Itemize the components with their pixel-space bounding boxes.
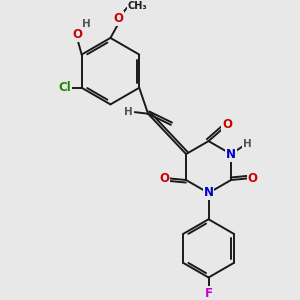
- Text: CH₃: CH₃: [128, 1, 148, 11]
- Text: O: O: [160, 172, 170, 185]
- Text: F: F: [205, 287, 212, 300]
- Text: H: H: [82, 19, 91, 29]
- Text: O: O: [248, 172, 257, 185]
- Text: O: O: [113, 12, 123, 25]
- Text: methyl: methyl: [132, 3, 136, 4]
- Text: N: N: [203, 187, 214, 200]
- Text: H: H: [243, 139, 252, 149]
- Text: N: N: [226, 148, 236, 160]
- Text: O: O: [73, 28, 82, 41]
- Text: O: O: [222, 118, 232, 131]
- Text: H: H: [124, 107, 133, 117]
- Text: Cl: Cl: [58, 81, 70, 94]
